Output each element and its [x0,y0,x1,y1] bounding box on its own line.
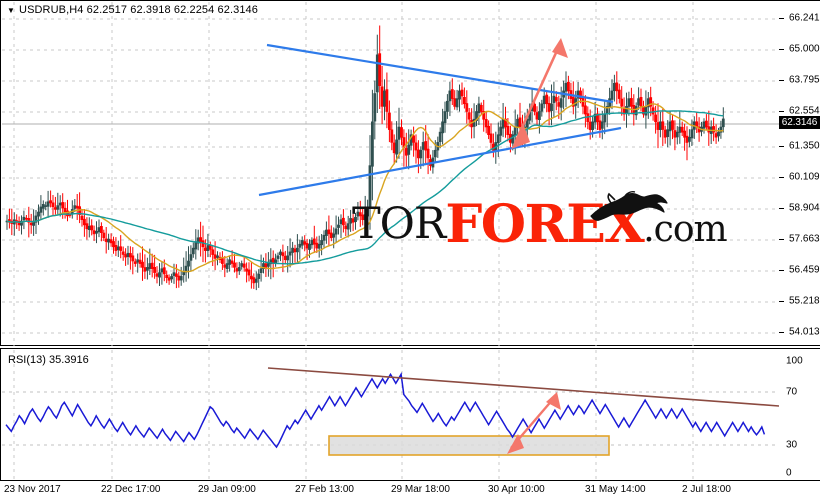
price-tick: 56.4590 [789,264,820,276]
rsi-oversold-band [328,435,610,456]
price-chart-svg [2,2,779,346]
price-tick: 63.7955 [789,74,820,86]
upper-trendline [266,43,614,104]
date-label: 29 Mar 18:00 [391,484,450,495]
price-plot-area[interactable] [2,2,779,346]
price-axis: 66.2410 65.0000 63.7955 62.5545 61.3500 … [779,1,820,345]
candlestick-series [5,25,725,291]
price-tick: 62.5545 [789,105,820,117]
rsi-tick: 70 [786,386,798,398]
date-label: 22 Dec 17:00 [101,484,161,495]
date-label: 27 Feb 13:00 [295,484,354,495]
ma-slow-line [6,110,724,265]
lower-trendline [258,126,622,197]
rsi-chart-svg [2,350,779,481]
ma-fast-line [6,100,724,273]
chart-header: ▼ USDRUB,H4 62.2517 62.3918 62.2254 62.31… [7,4,258,16]
rsi-vertical-gridlines [13,350,694,481]
rsi-forecast-arrow [507,392,561,454]
price-tick: 55.2180 [789,295,820,307]
date-axis: 23 Nov 2017 22 Dec 17:00 29 Jan 09:00 27… [0,481,820,503]
symbol-ohlc-label: USDRUB,H4 62.2517 62.3918 62.2254 62.314… [19,4,258,16]
rsi-trendline [267,367,779,407]
rsi-line [5,372,766,449]
current-price-tag: 62.3146 [779,116,820,129]
price-tick: 54.0135 [789,326,820,338]
forecast-arrow [511,38,568,149]
rsi-tick: 100 [786,355,803,367]
date-label: 29 Jan 09:00 [198,484,256,495]
price-tick: 66.2410 [789,12,820,24]
rsi-indicator-panel[interactable]: RSI(13) 35.3916 100 70 30 0 [0,348,820,481]
rsi-axis: 100 70 30 0 [779,349,820,480]
rsi-label: RSI(13) 35.3916 [8,354,89,366]
date-label: 23 Nov 2017 [4,484,61,495]
rsi-tick: 30 [786,439,798,451]
price-chart-panel[interactable]: ▼ USDRUB,H4 62.2517 62.3918 62.2254 62.31… [0,0,820,346]
date-label: 30 Apr 10:00 [488,484,545,495]
price-tick: 65.0000 [789,43,820,55]
date-label: 31 May 14:00 [585,484,646,495]
rsi-plot-area[interactable] [2,350,779,481]
price-tick: 60.1090 [789,171,820,183]
date-label: 2 Jul 18:00 [682,484,731,495]
rsi-tick: 0 [786,467,792,479]
collapse-caret-icon[interactable]: ▼ [7,5,16,15]
vertical-gridlines [13,2,694,346]
price-tick: 61.3500 [789,140,820,152]
